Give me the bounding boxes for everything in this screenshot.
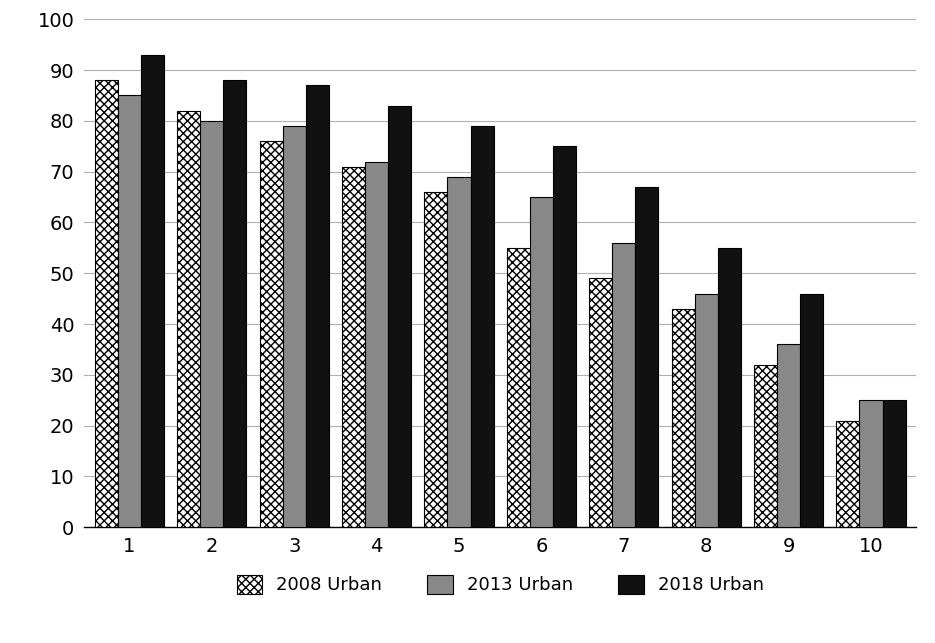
Legend: 2008 Urban, 2013 Urban, 2018 Urban: 2008 Urban, 2013 Urban, 2018 Urban [237, 575, 764, 594]
Bar [883, 400, 906, 527]
Bar [388, 105, 411, 527]
Bar [260, 141, 282, 527]
Bar [695, 294, 718, 527]
Bar [718, 248, 741, 527]
Bar [448, 177, 470, 527]
Bar [178, 111, 200, 527]
Bar [282, 126, 306, 527]
Bar [94, 80, 118, 527]
Bar [837, 421, 859, 527]
Bar [754, 365, 777, 527]
Bar [612, 243, 636, 527]
Bar [777, 345, 800, 527]
Bar [223, 80, 247, 527]
Bar [342, 167, 365, 527]
Bar [306, 86, 329, 527]
Bar [141, 55, 164, 527]
Bar [470, 126, 494, 527]
Bar [589, 278, 612, 527]
Bar [200, 121, 223, 527]
Bar [553, 146, 576, 527]
Bar [800, 294, 823, 527]
Bar [859, 400, 883, 527]
Bar [118, 95, 141, 527]
Bar [530, 197, 553, 527]
Bar [365, 161, 388, 527]
Bar [507, 248, 530, 527]
Bar [424, 192, 448, 527]
Bar [671, 309, 695, 527]
Bar [636, 187, 658, 527]
